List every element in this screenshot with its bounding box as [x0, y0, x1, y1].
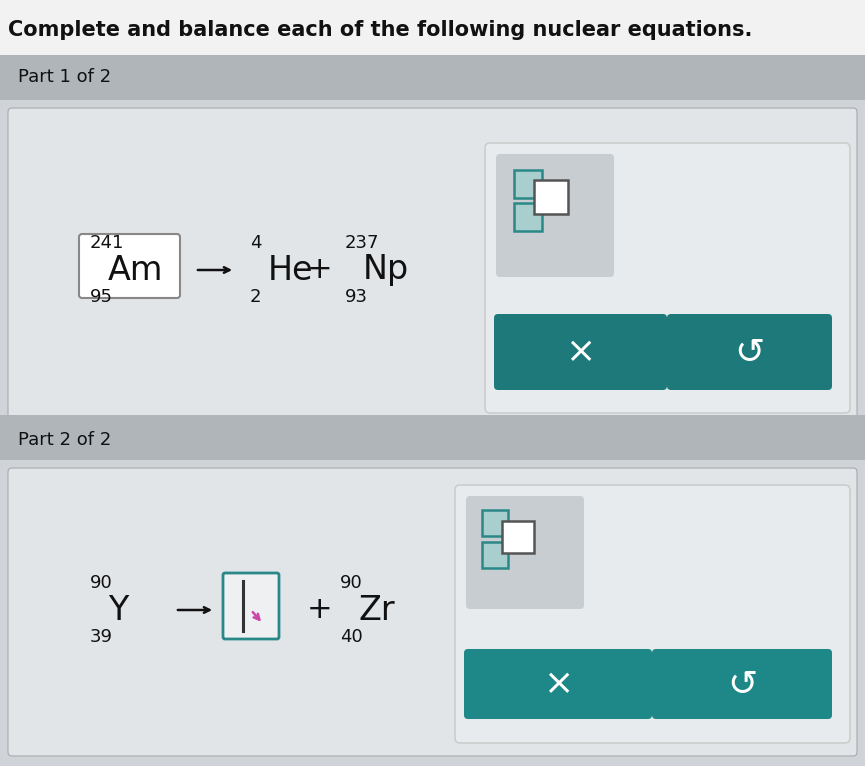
FancyBboxPatch shape	[494, 314, 667, 390]
Text: He: He	[268, 254, 313, 286]
FancyBboxPatch shape	[455, 485, 850, 743]
Text: Y: Y	[108, 594, 128, 627]
FancyBboxPatch shape	[464, 649, 652, 719]
FancyBboxPatch shape	[485, 143, 850, 413]
Text: 2: 2	[250, 288, 261, 306]
FancyBboxPatch shape	[466, 496, 584, 609]
Text: Am: Am	[108, 254, 163, 286]
Bar	[0, 460, 865, 766]
FancyBboxPatch shape	[652, 649, 832, 719]
FancyBboxPatch shape	[8, 108, 857, 421]
Bar	[0, 100, 865, 430]
Text: ×: ×	[543, 667, 573, 701]
Text: 95: 95	[90, 288, 113, 306]
Bar	[514, 170, 542, 198]
FancyBboxPatch shape	[79, 234, 180, 298]
FancyBboxPatch shape	[8, 468, 857, 756]
Text: 93: 93	[345, 288, 368, 306]
Text: Part 1 of 2: Part 1 of 2	[18, 68, 111, 86]
Text: 90: 90	[340, 574, 362, 592]
Bar	[0, 0, 865, 55]
Text: 237: 237	[345, 234, 380, 252]
Text: +: +	[307, 256, 333, 284]
FancyBboxPatch shape	[496, 154, 614, 277]
Text: 39: 39	[90, 628, 113, 646]
Text: ↺: ↺	[727, 667, 757, 701]
Bar	[0, 55, 865, 100]
Text: +: +	[307, 595, 333, 624]
Text: Complete and balance each of the following nuclear equations.: Complete and balance each of the followi…	[8, 20, 753, 40]
Bar	[482, 542, 508, 568]
Bar	[482, 510, 508, 536]
Bar	[534, 180, 568, 214]
Text: Part 2 of 2: Part 2 of 2	[18, 431, 112, 449]
Text: Np: Np	[363, 254, 409, 286]
Bar	[0, 415, 865, 465]
Text: 40: 40	[340, 628, 362, 646]
FancyBboxPatch shape	[223, 573, 279, 639]
Text: 4: 4	[250, 234, 261, 252]
Text: Zr: Zr	[358, 594, 394, 627]
Bar	[514, 203, 542, 231]
Text: ↺: ↺	[734, 335, 764, 369]
Text: ×: ×	[565, 335, 595, 369]
Text: 241: 241	[90, 234, 125, 252]
FancyBboxPatch shape	[667, 314, 832, 390]
Bar	[502, 521, 534, 553]
Text: 90: 90	[90, 574, 112, 592]
